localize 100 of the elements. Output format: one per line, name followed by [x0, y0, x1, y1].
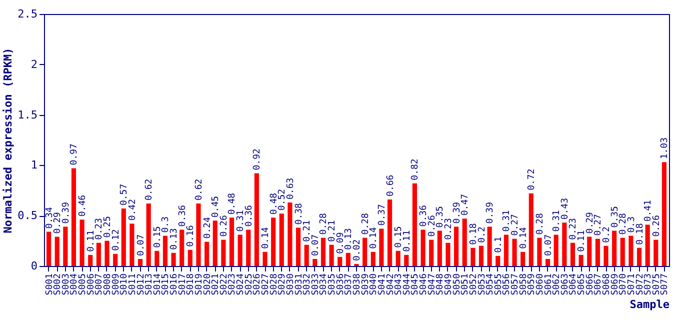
bar	[262, 252, 268, 266]
x-tick-label: S071	[626, 274, 637, 296]
data-label: 0.12	[111, 229, 122, 251]
data-label: 0.16	[186, 225, 196, 247]
x-tick-label: S020	[202, 274, 213, 296]
bar	[312, 258, 318, 266]
bar	[130, 224, 134, 266]
bar	[362, 238, 368, 266]
data-label: 0.39	[486, 202, 496, 224]
x-tick-label: S075	[652, 274, 662, 296]
y-tick-label: 0.5	[18, 209, 38, 222]
data-label: 0.14	[369, 227, 380, 249]
data-label: 0.62	[144, 178, 155, 201]
x-tick-label: S044	[402, 274, 412, 296]
bar	[662, 162, 667, 266]
bar	[636, 248, 642, 266]
bar	[346, 252, 350, 266]
bar	[138, 258, 143, 266]
bar	[562, 222, 567, 266]
data-label: 0.28	[535, 213, 546, 235]
x-tick-label: S052	[468, 274, 479, 296]
x-tick-label: S008	[103, 274, 113, 296]
x-tick-label: S038	[352, 274, 362, 296]
bar	[470, 248, 476, 266]
data-label: 0.38	[294, 203, 304, 225]
data-label: 0.14	[518, 227, 529, 249]
bar	[279, 214, 284, 266]
y-tick-label: 2	[30, 58, 38, 71]
data-label: 0.48	[269, 192, 280, 215]
x-tick-label: S025	[244, 274, 254, 296]
bar	[238, 234, 242, 266]
bar	[628, 236, 634, 266]
bar	[587, 236, 592, 266]
data-label: 0.82	[410, 158, 421, 180]
data-label: 0.1	[494, 236, 504, 253]
bar	[645, 224, 650, 266]
bar	[80, 220, 84, 266]
bar	[478, 246, 484, 266]
bar	[595, 238, 600, 266]
x-tick-label: S019	[194, 274, 204, 296]
x-tick-label: S030	[286, 274, 296, 296]
bar	[63, 226, 68, 266]
bar	[620, 238, 625, 266]
bar	[396, 250, 400, 266]
data-label: 0.3	[626, 216, 637, 233]
data-label: 0.07	[544, 234, 554, 256]
data-label: 0.48	[228, 192, 238, 215]
x-tick-label: S028	[269, 274, 280, 296]
data-label: 0.26	[219, 215, 230, 237]
x-tick-label: S047	[427, 274, 438, 296]
data-label: 0.18	[635, 223, 646, 245]
bar	[296, 228, 301, 266]
x-tick-label: S022	[219, 274, 230, 296]
bar	[288, 202, 292, 266]
bar	[121, 208, 126, 266]
data-label: 0.23	[444, 218, 454, 240]
bar	[446, 242, 450, 266]
bar	[246, 230, 251, 266]
bar	[387, 199, 392, 266]
x-tick-label: S066	[585, 274, 596, 296]
data-label: 0.39	[452, 202, 462, 224]
bar	[146, 204, 151, 266]
x-tick-label: S055	[494, 274, 504, 296]
data-label: 0.25	[103, 216, 113, 238]
x-tick-label: S042	[386, 274, 396, 296]
data-label: 0.07	[136, 234, 146, 256]
x-tick-label: S077	[660, 274, 670, 296]
y-tick-label: 0	[30, 260, 38, 272]
bar	[221, 240, 226, 266]
data-label: 0.97	[70, 144, 80, 166]
x-tick-label: S069	[610, 274, 620, 296]
bar	[196, 204, 201, 266]
bar	[113, 254, 118, 266]
x-tick-label: S003	[61, 274, 72, 296]
data-label: 1.03	[660, 137, 670, 160]
x-tick-label: S009	[111, 274, 122, 296]
bar	[304, 244, 309, 266]
data-label: 0.42	[128, 198, 138, 221]
y-tick-label: 1.5	[18, 108, 38, 122]
x-tick-label: S001	[44, 274, 55, 296]
bar	[554, 234, 558, 266]
bar	[188, 250, 192, 266]
bar	[254, 173, 259, 266]
bar	[71, 168, 76, 266]
bar	[537, 238, 542, 266]
x-tick-label: S063	[560, 274, 570, 296]
data-label: 0.36	[178, 205, 188, 227]
y-axis-title: Normalized expression (RPKM)	[2, 48, 15, 234]
bar	[104, 240, 110, 266]
bar	[379, 228, 384, 266]
bar	[88, 254, 93, 266]
data-label: 0.02	[352, 239, 362, 261]
bar	[171, 252, 176, 266]
bar	[338, 256, 342, 266]
bar	[212, 220, 218, 266]
data-label: 0.09	[336, 232, 346, 254]
data-label: 0.15	[394, 226, 404, 248]
data-label: 0.29	[585, 212, 596, 234]
bar	[96, 242, 101, 266]
bar	[612, 230, 617, 266]
